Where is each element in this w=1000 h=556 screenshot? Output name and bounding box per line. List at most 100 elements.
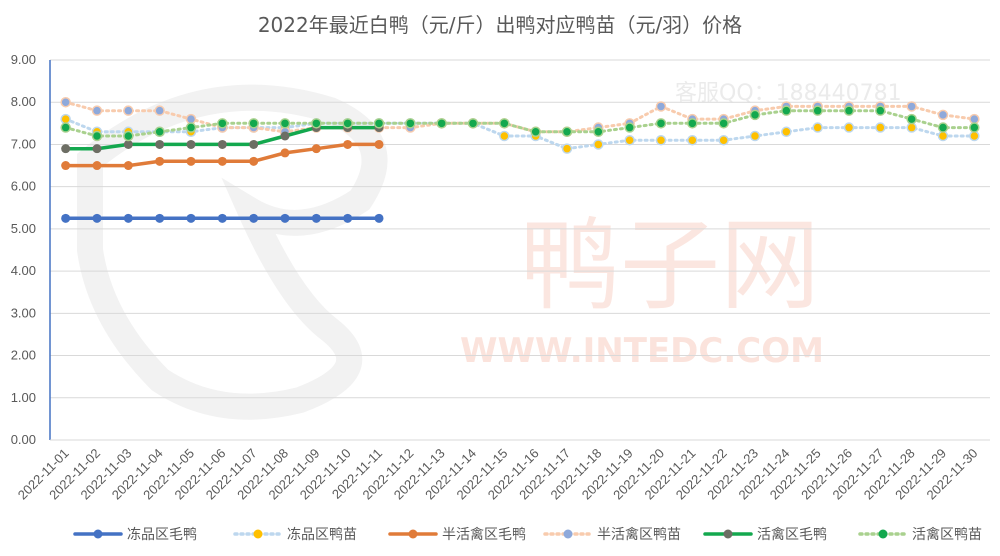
- data-point: [92, 213, 102, 223]
- series-line: [64, 117, 976, 151]
- data-point: [185, 113, 197, 125]
- data-point: [374, 139, 384, 149]
- data-point: [843, 105, 855, 116]
- data-point: [937, 122, 949, 133]
- data-point: [249, 139, 259, 149]
- data-point: [92, 144, 102, 154]
- legend-swatch-marker: [408, 529, 418, 539]
- data-point: [655, 118, 667, 129]
- y-tick-label: 4.00: [11, 263, 36, 278]
- data-point: [279, 118, 291, 129]
- data-point: [906, 122, 917, 133]
- data-point: [499, 130, 510, 142]
- data-point: [186, 156, 196, 166]
- legend-item: 半活禽区鸭苗: [543, 526, 681, 543]
- watermark-brand-text: 鸭子网: [520, 207, 820, 324]
- data-point: [405, 118, 416, 129]
- legend-item: 活禽区毛鸭: [703, 526, 827, 543]
- legend-label: 冻品区毛鸭: [127, 526, 197, 543]
- data-point: [374, 213, 384, 223]
- data-point: [561, 126, 573, 138]
- data-point: [655, 134, 667, 146]
- data-point: [217, 156, 227, 166]
- data-point: [186, 139, 196, 149]
- data-point: [311, 144, 321, 154]
- data-point: [843, 122, 855, 133]
- data-point: [593, 139, 604, 150]
- data-point: [249, 156, 259, 166]
- data-point: [123, 130, 134, 142]
- legend-swatch-marker: [723, 529, 733, 539]
- data-point: [185, 122, 197, 133]
- data-point: [248, 118, 259, 129]
- data-point: [781, 126, 792, 138]
- legend-item: 冻品区毛鸭: [73, 526, 197, 543]
- legend-swatch-marker: [878, 529, 888, 539]
- data-point: [561, 143, 573, 154]
- data-point: [969, 130, 980, 142]
- x-axis: 2022-11-012022-11-022022-11-032022-11-04…: [15, 439, 990, 502]
- legend-label: 半活禽区鸭苗: [597, 526, 681, 543]
- data-point: [155, 139, 165, 149]
- data-point: [342, 118, 353, 129]
- data-point: [186, 213, 196, 223]
- data-point: [749, 109, 761, 121]
- series-line: [64, 109, 976, 138]
- data-point: [781, 105, 792, 116]
- data-point: [61, 144, 71, 154]
- data-point: [60, 113, 71, 125]
- y-tick-label: 1.00: [11, 390, 36, 405]
- series-1: [61, 213, 384, 223]
- data-point: [624, 134, 635, 146]
- data-point: [969, 122, 980, 133]
- data-point: [687, 118, 698, 129]
- y-tick-label: 8.00: [11, 94, 36, 109]
- series-group: [60, 96, 980, 223]
- data-point: [718, 134, 729, 146]
- data-point: [249, 213, 259, 223]
- data-point: [61, 213, 71, 223]
- y-tick-label: 2.00: [11, 348, 36, 363]
- data-point: [812, 105, 823, 116]
- watermark-url-text: WWW.INTEDC.COM: [460, 331, 824, 371]
- data-point: [436, 118, 447, 129]
- legend: 冻品区毛鸭 冻品区鸭苗 半活禽区毛鸭 半活禽区鸭苗 活禽区毛鸭 活禽区鸭苗: [73, 526, 982, 543]
- data-point: [875, 122, 886, 133]
- legend-item: 冻品区鸭苗: [233, 526, 357, 543]
- data-point: [60, 96, 71, 108]
- data-point: [467, 118, 479, 129]
- legend-label: 活禽区毛鸭: [757, 526, 827, 543]
- data-point: [812, 122, 823, 133]
- data-point: [155, 156, 165, 166]
- data-point: [280, 131, 290, 141]
- watermark: 客服QQ：188440781 鸭子网 WWW.INTEDC.COM: [77, 81, 902, 420]
- data-point: [718, 118, 729, 129]
- data-point: [280, 213, 290, 223]
- data-point: [499, 118, 510, 129]
- data-point: [123, 161, 133, 171]
- data-point: [123, 213, 133, 223]
- legend-swatch-marker: [253, 529, 263, 539]
- data-point: [593, 126, 604, 138]
- y-tick-label: 7.00: [11, 136, 36, 151]
- legend-label: 半活禽区毛鸭: [442, 526, 526, 543]
- data-point: [91, 130, 103, 142]
- data-point: [91, 105, 103, 116]
- data-point: [906, 113, 917, 125]
- data-point: [343, 139, 353, 149]
- data-point: [937, 109, 949, 121]
- data-point: [123, 105, 134, 116]
- legend-label: 冻品区鸭苗: [287, 526, 357, 543]
- data-point: [530, 126, 541, 138]
- legend-item: 活禽区鸭苗: [858, 526, 982, 543]
- series-6: [60, 105, 980, 142]
- series-2: [60, 113, 980, 154]
- data-point: [60, 122, 71, 133]
- data-point: [61, 161, 71, 171]
- data-point: [624, 122, 635, 133]
- data-point: [343, 213, 353, 223]
- data-point: [154, 105, 165, 116]
- legend-swatch-marker: [93, 529, 103, 539]
- data-point: [373, 118, 385, 129]
